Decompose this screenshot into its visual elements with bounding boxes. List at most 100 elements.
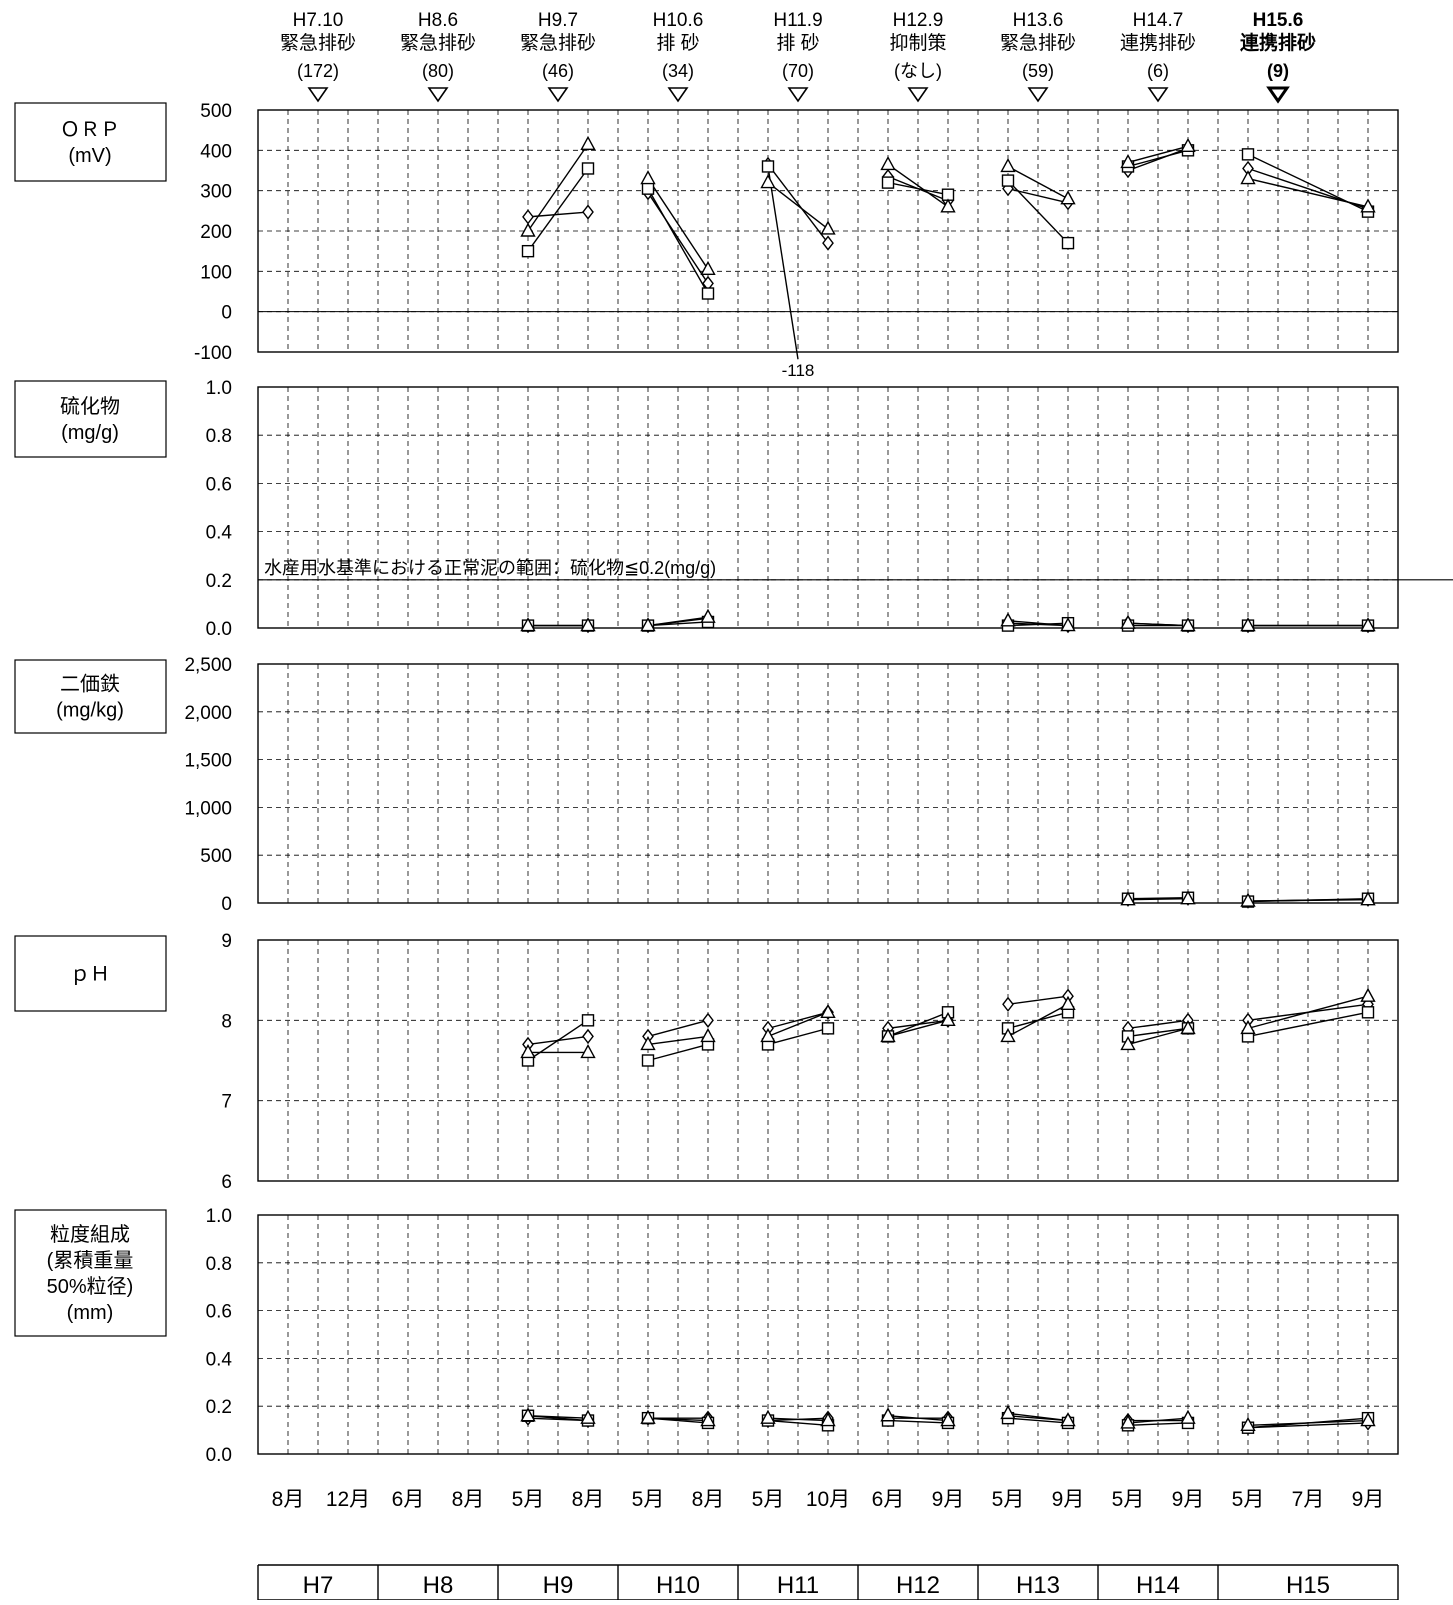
series-line-diamond	[1127, 1019, 1189, 1030]
panel-label-line: 50%粒径)	[47, 1275, 134, 1298]
triangle-marker	[520, 1044, 536, 1059]
y-tick-label: 500	[200, 846, 232, 867]
event-period-label: H13.6	[1013, 10, 1064, 31]
y-tick-label: 0.2	[206, 1397, 232, 1418]
triangle-marker	[580, 617, 596, 632]
series-line-triangle	[1007, 165, 1069, 200]
diamond-marker	[822, 235, 834, 251]
triangle-marker	[760, 1027, 776, 1043]
event-period-label: H15.6	[1253, 10, 1304, 31]
panel-label-line: 硫化物	[60, 395, 120, 418]
series-line-square	[647, 1043, 709, 1062]
y-tick-label: 400	[200, 141, 232, 162]
month-label: 8月	[272, 1488, 305, 1511]
y-tick-label: 0	[221, 303, 232, 324]
month-axis-labels: 8月 12月 6月 8月 5月 8月 5月 8月 5月 10月 6月 9月 5月 9月 5月 9月 5月 7月 9月	[272, 1488, 1385, 1511]
event-period-label: H10.6	[653, 10, 704, 31]
triangle-marker	[1000, 157, 1016, 173]
panel-sulfide: 硫化物 (mg/g) 1.0 0.8 0.6 0.4 0.2 0.0 水産用水基準における正常泥…	[14, 378, 1453, 640]
square-marker	[881, 176, 895, 189]
event-marker-icon	[547, 87, 569, 103]
triangle-marker	[880, 155, 896, 171]
triangle-marker	[580, 1044, 596, 1059]
event-marker-icon	[307, 87, 329, 103]
series-line-triangle	[527, 143, 589, 232]
event-period-label: H12.9	[893, 10, 944, 31]
triangle-marker	[1360, 987, 1376, 1002]
triangle-marker	[1120, 1414, 1136, 1429]
square-marker	[1061, 236, 1075, 250]
month-label: 5月	[992, 1488, 1025, 1511]
event-type-label: 排 砂	[656, 32, 699, 54]
month-label: 8月	[572, 1488, 605, 1511]
triangle-marker	[520, 222, 536, 237]
month-label: 7月	[1292, 1488, 1325, 1511]
month-label: 9月	[1352, 1488, 1385, 1511]
triangle-marker	[700, 1027, 716, 1043]
triangle-marker	[760, 1409, 776, 1424]
month-label: 9月	[932, 1488, 965, 1511]
diamond-marker	[582, 204, 594, 220]
event-type-label: 抑制策	[889, 32, 946, 54]
triangle-marker	[580, 135, 596, 150]
panel-label-line: 粒度組成	[50, 1223, 130, 1246]
triangle-marker	[1060, 995, 1076, 1010]
event-count-label: (46)	[542, 61, 574, 81]
series-line-square	[647, 621, 709, 627]
series-line-square	[647, 188, 709, 294]
event-marker-icon	[427, 87, 449, 103]
panel-label-line: ｐＨ	[70, 964, 110, 986]
triangle-marker	[820, 1003, 836, 1018]
triangle-marker	[1360, 198, 1376, 213]
triangle-marker	[640, 617, 656, 632]
y-tick-label: 1.0	[206, 378, 232, 399]
panel-label-box	[14, 1209, 167, 1337]
diamond-marker	[582, 1028, 594, 1045]
event-type-label: 緊急排砂	[280, 32, 356, 54]
series-line-triangle	[647, 178, 709, 270]
triangle-marker	[1060, 1412, 1076, 1427]
y-tick-label: 100	[200, 262, 232, 283]
y-tick-label: 0.8	[206, 426, 232, 447]
triangle-marker	[1180, 137, 1196, 152]
event-count-label: (なし)	[894, 61, 942, 81]
year-label: H8	[423, 1572, 454, 1599]
series-line-triangle	[1127, 622, 1189, 627]
triangle-marker	[820, 1412, 836, 1427]
y-tick-label: 0.4	[206, 1349, 233, 1370]
square-marker	[1001, 174, 1015, 187]
event-marker-icon	[1266, 86, 1290, 104]
triangle-marker	[1000, 612, 1016, 627]
series-line-triangle	[647, 1035, 709, 1046]
y-tick-label: 8	[221, 1011, 232, 1032]
event-count-label: (9)	[1267, 61, 1289, 81]
triangle-marker	[1120, 1035, 1136, 1051]
series-line-square	[767, 166, 799, 360]
series-line-square	[767, 1027, 829, 1046]
month-label: 5月	[1232, 1488, 1265, 1511]
triangle-marker	[700, 260, 716, 276]
triangle-marker	[940, 198, 956, 213]
triangle-marker	[640, 170, 656, 185]
y-tick-label: 1,000	[184, 798, 232, 819]
event-type-label: 連携排砂	[1240, 31, 1316, 54]
y-tick-label: 1,500	[184, 751, 232, 772]
panel-grain_size: 粒度組成 (累積重量 50%粒径) (mm) 1.0 0.8 0.6 0.4 0.2 0.0	[14, 1206, 1399, 1466]
event-period-label: H7.10	[293, 10, 344, 31]
panel-label-box	[14, 935, 167, 1012]
panel-ferrous_iron: 二価鉄 (mg/kg) 2,500 2,000 1,500 1,000 500 0	[14, 655, 1399, 915]
square-marker	[701, 287, 715, 300]
series-line-diamond	[647, 1019, 709, 1038]
square-marker	[761, 160, 775, 173]
square-marker	[1361, 1006, 1375, 1019]
series-line-diamond	[767, 164, 829, 244]
series-line-triangle	[767, 182, 829, 230]
event-marker-icon	[1027, 87, 1049, 103]
triangle-marker	[1180, 617, 1196, 632]
y-tick-label: 0.4	[206, 523, 233, 544]
event-type-label: 緊急排砂	[520, 32, 596, 54]
diamond-marker	[702, 1012, 714, 1028]
year-label: H9	[543, 1572, 574, 1599]
